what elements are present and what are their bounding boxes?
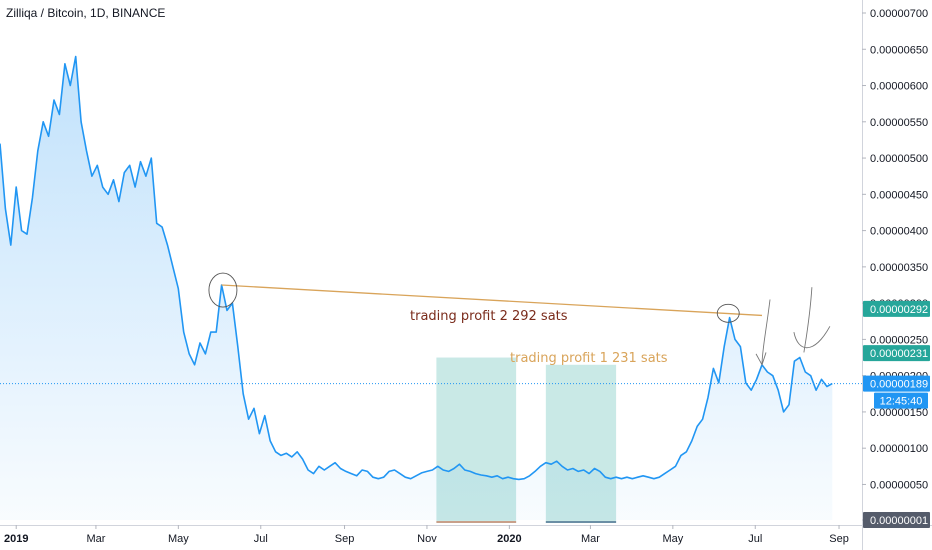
x-tick-label: Nov bbox=[417, 533, 437, 545]
y-tick-label: 0.00000400 bbox=[870, 226, 928, 238]
x-tick-label: Jul bbox=[254, 533, 268, 545]
y-tick-label: 0.00000100 bbox=[870, 443, 928, 455]
price-tag-label: 0.00000001 bbox=[870, 515, 928, 527]
price-line bbox=[0, 55, 833, 481]
price-tag-label: 0.00000292 bbox=[870, 304, 928, 316]
down-arrow-2 bbox=[793, 287, 831, 353]
price-tag-label: 0.00000189 bbox=[870, 379, 928, 391]
countdown-label: 12:45:40 bbox=[880, 396, 923, 408]
peak-circle-1 bbox=[208, 272, 238, 308]
x-tick-label: May bbox=[662, 533, 683, 545]
countdown-tag bbox=[874, 392, 928, 409]
y-tick-label: 0.00000650 bbox=[870, 44, 928, 56]
profit-zone-base-1 bbox=[436, 521, 517, 523]
y-tick-label: 0.00000700 bbox=[870, 8, 928, 20]
y-tick-label: 0.00000450 bbox=[870, 189, 928, 201]
x-tick-label: 2019 bbox=[4, 533, 28, 545]
price-tag-label: 0.00000231 bbox=[870, 348, 928, 360]
price-tag-1 bbox=[863, 300, 930, 317]
profit-zone-base-2 bbox=[545, 521, 617, 523]
y-tick-label: 0.00000600 bbox=[870, 81, 928, 93]
x-tick-label: May bbox=[168, 533, 189, 545]
price-tag-4 bbox=[863, 512, 930, 528]
down-arrow-1 bbox=[755, 299, 771, 366]
x-tick-label: 2020 bbox=[497, 533, 521, 545]
y-tick-label: 0.00000050 bbox=[870, 479, 928, 491]
price-tag-3 bbox=[863, 375, 930, 392]
y-tick-label: 0.00000150 bbox=[870, 407, 928, 419]
chart-title: Zilliqa / Bitcoin, 1D, BINANCE bbox=[6, 6, 166, 20]
x-tick-label: Jul bbox=[748, 533, 762, 545]
x-tick-label: Mar bbox=[581, 533, 600, 545]
y-tick-label: 0.00000350 bbox=[870, 262, 928, 274]
x-tick-label: Sep bbox=[335, 533, 355, 545]
y-tick-label: 0.00000250 bbox=[870, 334, 928, 346]
y-tick-label: 0.00000500 bbox=[870, 153, 928, 165]
y-tick-label: 0.00000550 bbox=[870, 117, 928, 129]
x-tick-label: Mar bbox=[86, 533, 105, 545]
trend-line bbox=[221, 284, 763, 317]
price-tag-2 bbox=[863, 345, 930, 362]
annotation-profit-2: trading profit 1 231 sats bbox=[510, 351, 668, 366]
peak-circle-2 bbox=[716, 303, 740, 323]
price-area bbox=[0, 56, 833, 520]
x-tick-label: Sep bbox=[829, 533, 849, 545]
annotation-profit-1: trading profit 2 292 sats bbox=[410, 309, 568, 324]
